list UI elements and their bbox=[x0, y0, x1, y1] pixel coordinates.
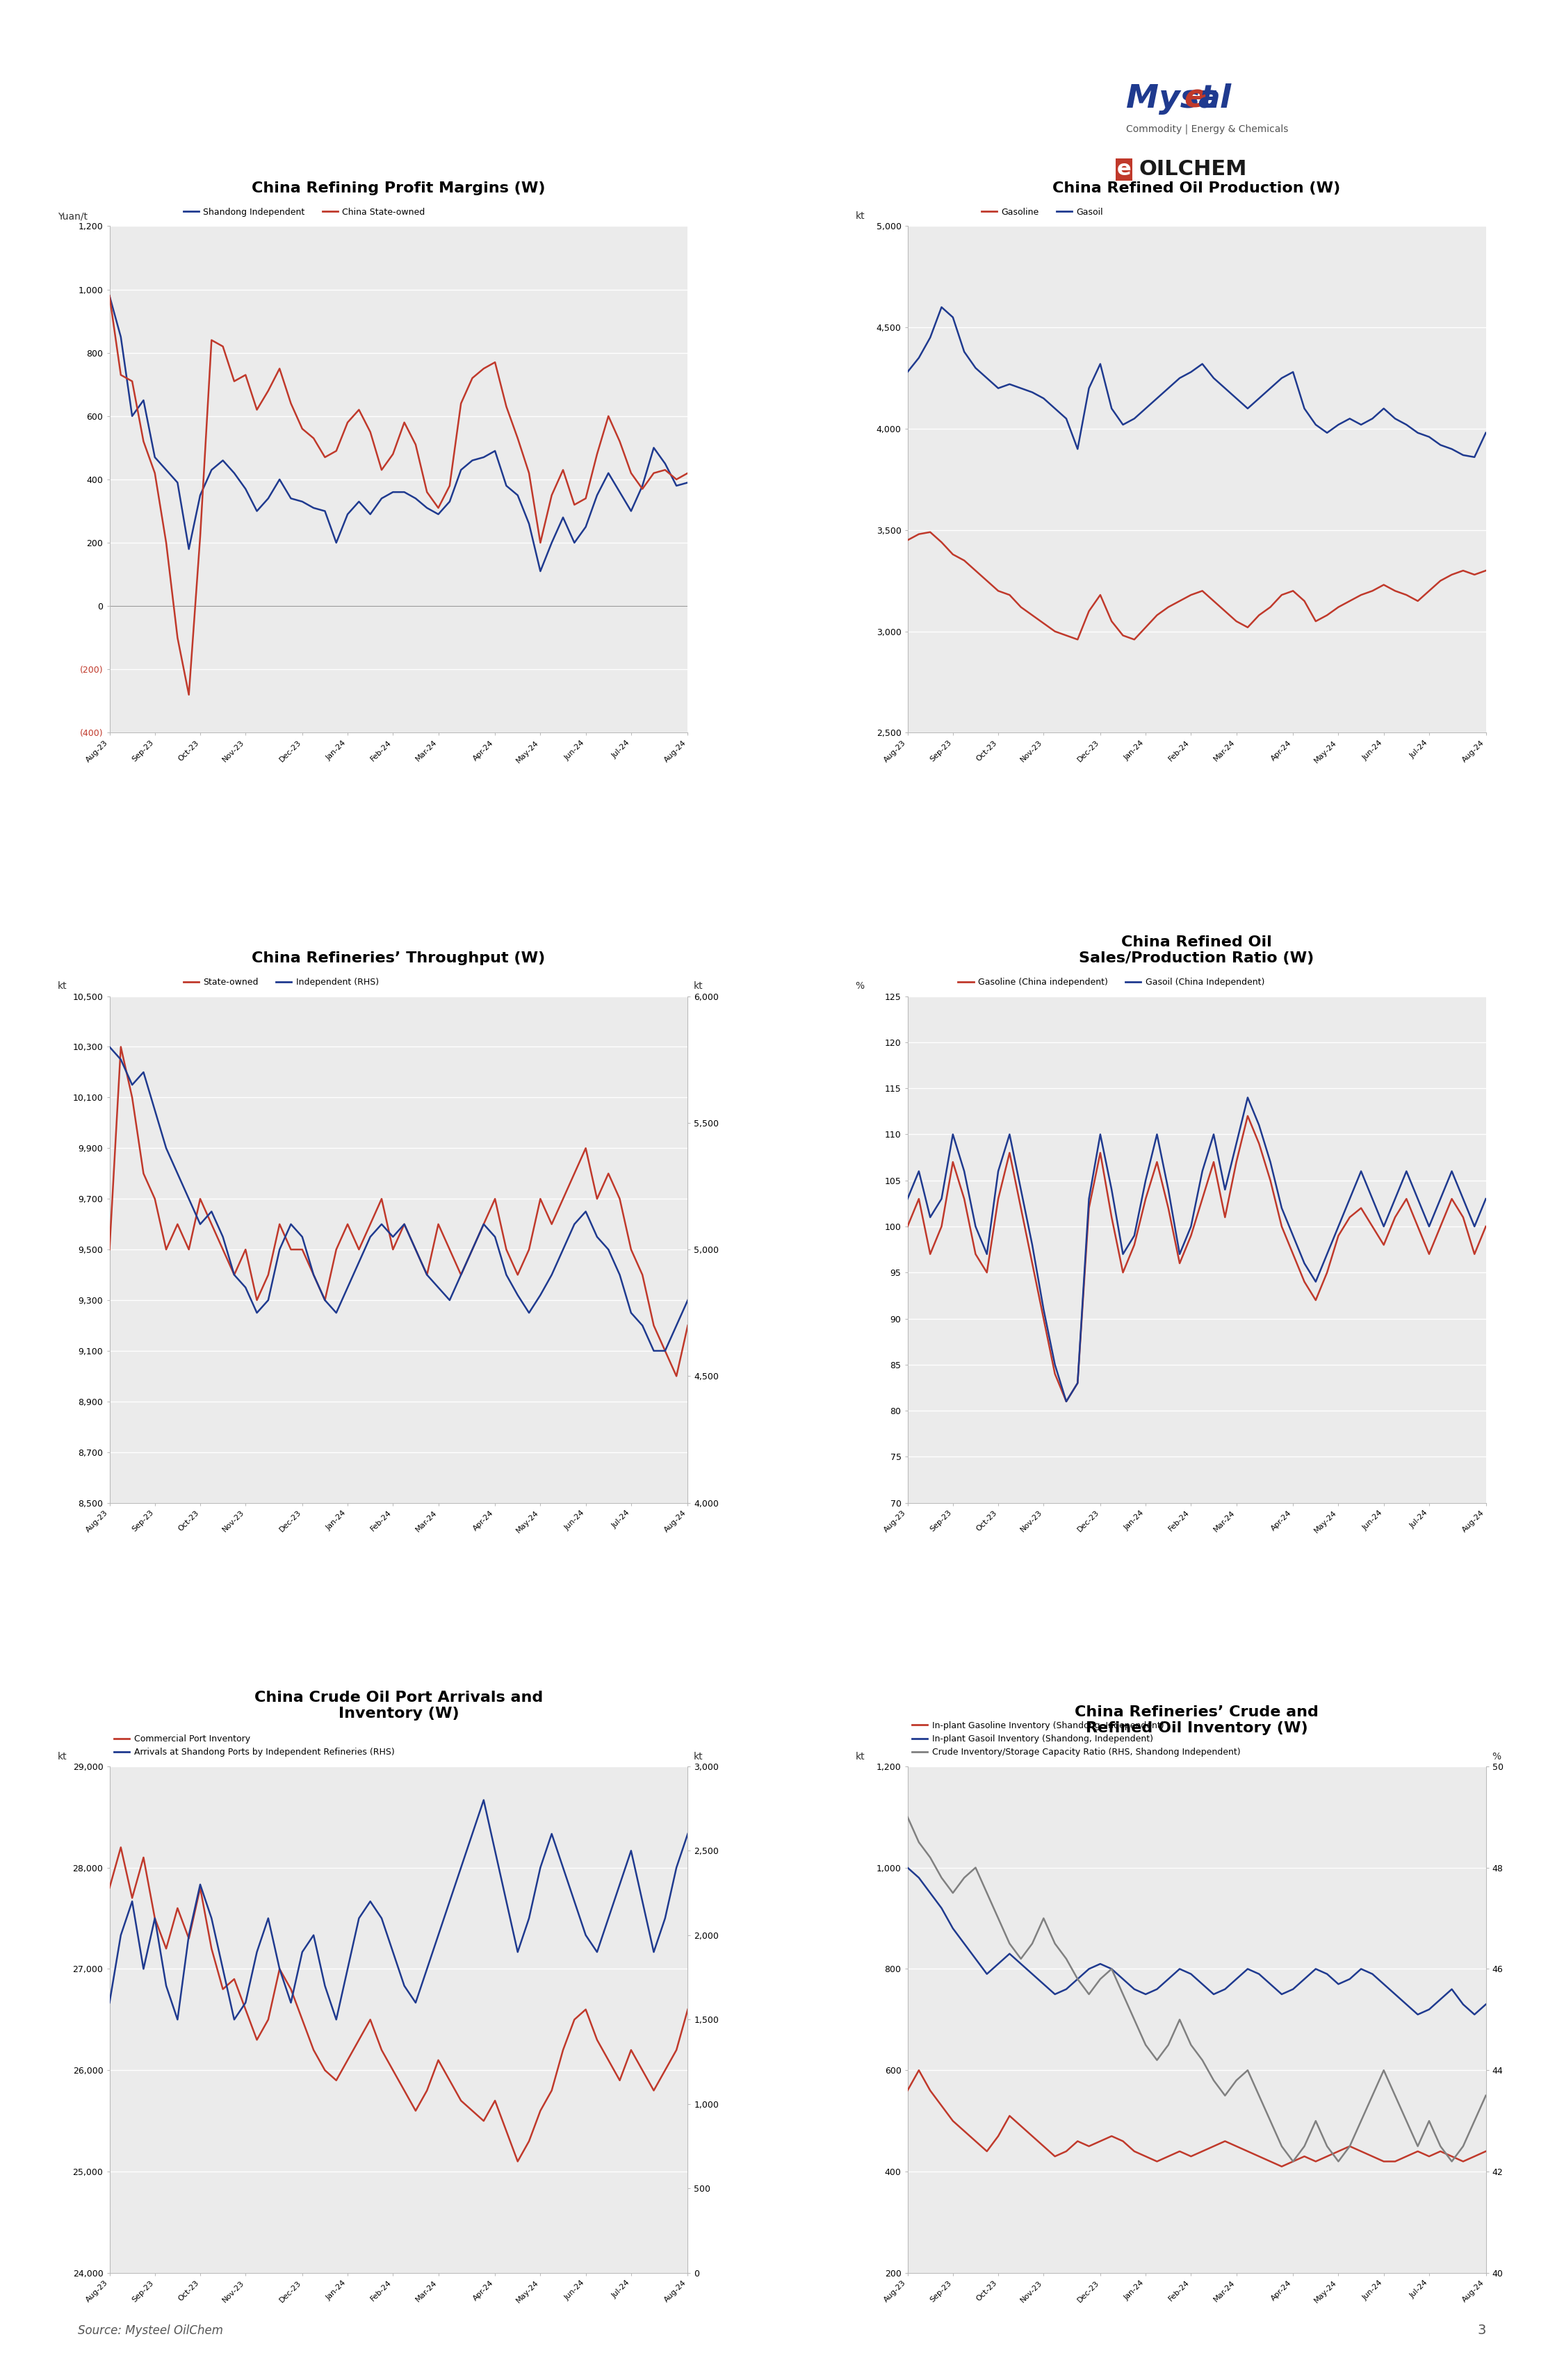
Title: China Refineries’ Throughput (W): China Refineries’ Throughput (W) bbox=[252, 952, 546, 966]
Legend: Commercial Port Inventory, Arrivals at Shandong Ports by Independent Refineries : Commercial Port Inventory, Arrivals at S… bbox=[114, 1735, 394, 1756]
Text: kt: kt bbox=[58, 1752, 67, 1761]
Text: %: % bbox=[1492, 1752, 1501, 1761]
Text: kt: kt bbox=[58, 981, 67, 990]
Legend: Gasoline, Gasoil: Gasoline, Gasoil bbox=[981, 207, 1103, 217]
Legend: In-plant Gasoline Inventory (Shandong, Independent), In-plant Gasoil Inventory (: In-plant Gasoline Inventory (Shandong, I… bbox=[912, 1721, 1240, 1756]
Title: China Refined Oil Production (W): China Refined Oil Production (W) bbox=[1053, 181, 1340, 195]
Text: Commodity | Energy & Chemicals: Commodity | Energy & Chemicals bbox=[1126, 124, 1289, 133]
Text: kt: kt bbox=[693, 1752, 704, 1761]
Legend: Gasoline (China independent), Gasoil (China Independent): Gasoline (China independent), Gasoil (Ch… bbox=[959, 978, 1264, 988]
Title: China Refined Oil
Sales/Production Ratio (W): China Refined Oil Sales/Production Ratio… bbox=[1079, 935, 1314, 966]
Title: China Refineries’ Crude and
Refined Oil Inventory (W): China Refineries’ Crude and Refined Oil … bbox=[1074, 1704, 1318, 1735]
Legend: Shandong Independent, China State-owned: Shandong Independent, China State-owned bbox=[183, 207, 425, 217]
Legend: State-owned, Independent (RHS): State-owned, Independent (RHS) bbox=[183, 978, 378, 988]
Text: e: e bbox=[1117, 159, 1131, 178]
Text: kt: kt bbox=[856, 1752, 865, 1761]
Text: kt: kt bbox=[856, 212, 865, 221]
Text: kt: kt bbox=[693, 981, 704, 990]
Text: 3: 3 bbox=[1476, 2323, 1486, 2337]
Text: Source: Mysteel OilChem: Source: Mysteel OilChem bbox=[78, 2325, 224, 2337]
Text: OILCHEM: OILCHEM bbox=[1139, 159, 1247, 178]
Text: e: e bbox=[1184, 83, 1206, 114]
Text: al: al bbox=[1198, 83, 1231, 114]
Text: %: % bbox=[856, 981, 865, 990]
Title: China Crude Oil Port Arrivals and
Inventory (W): China Crude Oil Port Arrivals and Invent… bbox=[255, 1690, 543, 1721]
Text: Myst: Myst bbox=[1126, 83, 1215, 114]
Text: Yuan/t: Yuan/t bbox=[58, 212, 88, 221]
Title: China Refining Profit Margins (W): China Refining Profit Margins (W) bbox=[252, 181, 546, 195]
